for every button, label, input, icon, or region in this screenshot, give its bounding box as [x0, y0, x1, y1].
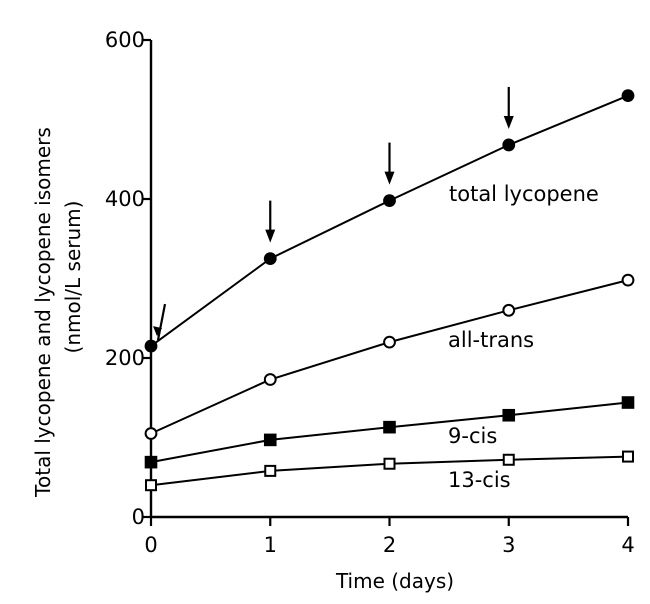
series-label-all-trans: all-trans — [448, 328, 534, 352]
arrow-head — [153, 326, 162, 337]
data-point-9-cis — [502, 408, 516, 422]
arrow-day-0 — [153, 303, 167, 341]
data-point-all-trans — [263, 373, 277, 386]
data-point-13-cis — [502, 453, 515, 466]
data-point-all-trans — [621, 273, 635, 287]
y-axis-title: Total lycopene and lycopene isomers (nmo… — [31, 127, 85, 498]
x-axis-label: Time (days) — [335, 569, 454, 593]
data-point-total-lycopene — [621, 89, 635, 103]
series-all-trans — [144, 273, 635, 440]
data-point-13-cis — [622, 450, 634, 463]
data-point-total-lycopene — [383, 194, 396, 207]
data-point-all-trans — [144, 427, 158, 440]
x-tick-label: 4 — [621, 533, 634, 557]
y-tick-label: 200 — [105, 346, 145, 370]
data-point-9-cis — [383, 420, 396, 434]
ticks-layer: 0 200 400 600 0 1 2 3 4 — [105, 28, 635, 557]
series-9-cis — [144, 396, 635, 469]
arrow-day-1 — [265, 200, 276, 243]
y-axis-label-line-1: Total lycopene and lycopene isomers — [31, 127, 55, 498]
y-tick-label: 600 — [105, 28, 145, 52]
series-label-9-cis: 9-cis — [448, 424, 497, 448]
data-point-13-cis — [383, 457, 396, 470]
data-point-13-cis — [145, 479, 157, 492]
data-point-total-lycopene — [144, 339, 158, 353]
arrow-head — [503, 115, 514, 129]
data-point-13-cis — [264, 464, 277, 477]
data-point-9-cis — [263, 433, 277, 447]
x-tick-label: 2 — [383, 533, 396, 557]
data-point-total-lycopene — [263, 252, 277, 266]
series-13-cis — [145, 450, 634, 492]
arrows-layer — [153, 86, 514, 341]
series-layer — [144, 89, 635, 492]
data-point-all-trans — [502, 303, 516, 317]
y-axis-label-line-2: (nmol/L serum) — [61, 201, 85, 354]
x-tick-label: 3 — [502, 533, 515, 557]
arrow-day-3 — [503, 86, 514, 129]
data-point-total-lycopene — [502, 138, 516, 152]
data-point-9-cis — [621, 396, 635, 409]
arrow-head — [265, 229, 276, 243]
series-line-total-lycopene — [150, 94, 629, 347]
data-point-all-trans — [383, 335, 396, 349]
data-point-9-cis — [144, 455, 158, 469]
series-total-lycopene — [144, 89, 635, 353]
series-label-total-lycopene: total lycopene — [449, 182, 599, 206]
y-tick-label: 0 — [132, 505, 145, 529]
series-label-13-cis: 13-cis — [448, 468, 511, 492]
arrow-head — [384, 171, 395, 185]
arrow-shaft — [156, 303, 167, 341]
x-tick-label: 0 — [144, 533, 157, 557]
x-tick-label: 1 — [264, 533, 277, 557]
y-tick-label: 400 — [105, 187, 145, 211]
arrow-day-2 — [384, 142, 395, 185]
